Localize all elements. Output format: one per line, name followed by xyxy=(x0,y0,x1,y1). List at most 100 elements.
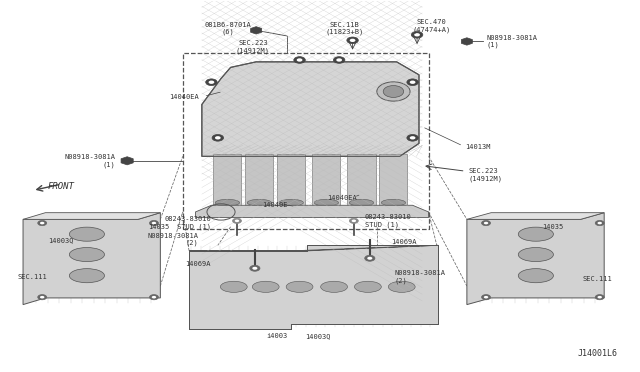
Polygon shape xyxy=(202,62,419,156)
Circle shape xyxy=(150,295,159,300)
Ellipse shape xyxy=(377,82,410,101)
Circle shape xyxy=(294,57,305,63)
Ellipse shape xyxy=(518,227,554,241)
Ellipse shape xyxy=(279,199,303,206)
Text: SEC.11B
(11823+B): SEC.11B (11823+B) xyxy=(325,22,364,35)
Ellipse shape xyxy=(69,227,104,241)
Bar xyxy=(277,154,305,206)
Circle shape xyxy=(40,296,44,298)
Text: 14035: 14035 xyxy=(148,224,170,230)
Text: FRONT: FRONT xyxy=(48,182,75,190)
Circle shape xyxy=(349,218,358,224)
Circle shape xyxy=(252,267,257,270)
Text: 08243-83010
STUD (1): 08243-83010 STUD (1) xyxy=(164,216,211,230)
Text: 14003Q: 14003Q xyxy=(49,237,74,243)
Circle shape xyxy=(412,32,423,38)
Text: 08243-83010
STUD (1): 08243-83010 STUD (1) xyxy=(365,215,412,228)
Text: 14040E: 14040E xyxy=(262,202,288,208)
Circle shape xyxy=(595,295,604,300)
Text: 14035: 14035 xyxy=(543,224,564,230)
Polygon shape xyxy=(467,213,604,219)
Text: N08918-3081A
(1): N08918-3081A (1) xyxy=(486,35,537,48)
Text: SEC.470
(47474+A): SEC.470 (47474+A) xyxy=(413,19,451,33)
Circle shape xyxy=(407,79,419,86)
Circle shape xyxy=(250,265,260,271)
Circle shape xyxy=(481,295,490,300)
Circle shape xyxy=(481,221,490,226)
Polygon shape xyxy=(23,213,161,219)
Text: SEC.111: SEC.111 xyxy=(18,274,47,280)
Ellipse shape xyxy=(349,199,374,206)
Circle shape xyxy=(333,57,345,63)
Ellipse shape xyxy=(381,199,406,206)
Circle shape xyxy=(40,222,44,224)
Circle shape xyxy=(351,219,356,222)
Ellipse shape xyxy=(69,247,104,262)
Text: N08918-3081A
(1): N08918-3081A (1) xyxy=(65,154,116,167)
Text: N08918-3081A
(2): N08918-3081A (2) xyxy=(148,233,198,247)
Ellipse shape xyxy=(518,269,554,283)
Circle shape xyxy=(598,222,602,224)
Circle shape xyxy=(38,295,47,300)
Ellipse shape xyxy=(518,247,554,262)
Circle shape xyxy=(347,37,358,44)
Circle shape xyxy=(38,221,47,226)
Ellipse shape xyxy=(220,281,247,292)
Circle shape xyxy=(349,39,355,42)
Text: SEC.223
(14912M): SEC.223 (14912M) xyxy=(236,40,270,54)
Bar xyxy=(182,52,429,229)
Circle shape xyxy=(152,296,156,298)
Text: i4003: i4003 xyxy=(266,333,287,339)
Circle shape xyxy=(598,296,602,298)
Circle shape xyxy=(235,219,239,222)
Bar xyxy=(380,154,408,206)
Circle shape xyxy=(150,221,159,226)
Text: J14001L6: J14001L6 xyxy=(578,349,618,358)
Text: SEC.111: SEC.111 xyxy=(583,276,612,282)
Ellipse shape xyxy=(286,281,313,292)
Text: 14003Q: 14003Q xyxy=(305,333,331,339)
Circle shape xyxy=(336,58,342,62)
Circle shape xyxy=(205,79,217,86)
Ellipse shape xyxy=(383,86,404,97)
Circle shape xyxy=(212,135,223,141)
Circle shape xyxy=(414,33,420,36)
Circle shape xyxy=(215,136,221,140)
Circle shape xyxy=(367,257,372,260)
Polygon shape xyxy=(189,245,438,329)
Ellipse shape xyxy=(388,281,415,292)
Polygon shape xyxy=(189,245,438,251)
Circle shape xyxy=(365,255,375,261)
Circle shape xyxy=(595,221,604,226)
Ellipse shape xyxy=(252,281,279,292)
Circle shape xyxy=(297,58,303,62)
Polygon shape xyxy=(251,27,262,34)
Circle shape xyxy=(410,136,415,140)
Circle shape xyxy=(232,218,241,224)
Ellipse shape xyxy=(247,199,271,206)
Text: 14040EA: 14040EA xyxy=(169,94,198,100)
Bar xyxy=(245,154,273,206)
Circle shape xyxy=(152,222,156,224)
Ellipse shape xyxy=(69,269,104,283)
Text: 14040EA: 14040EA xyxy=(327,195,357,201)
Circle shape xyxy=(484,296,488,298)
Circle shape xyxy=(209,81,214,84)
Bar xyxy=(348,154,376,206)
Polygon shape xyxy=(461,38,472,45)
Text: 14013M: 14013M xyxy=(466,144,491,150)
Circle shape xyxy=(484,222,488,224)
Ellipse shape xyxy=(355,281,381,292)
Text: 14069A: 14069A xyxy=(392,239,417,245)
Bar xyxy=(312,154,340,206)
Circle shape xyxy=(407,135,419,141)
Ellipse shape xyxy=(314,199,339,206)
Bar xyxy=(213,154,241,206)
Polygon shape xyxy=(121,157,133,165)
Polygon shape xyxy=(195,205,429,218)
Polygon shape xyxy=(23,213,161,305)
Ellipse shape xyxy=(321,281,348,292)
Text: SEC.223
(14912M): SEC.223 (14912M) xyxy=(468,168,503,182)
Ellipse shape xyxy=(215,199,239,206)
Circle shape xyxy=(410,81,415,84)
